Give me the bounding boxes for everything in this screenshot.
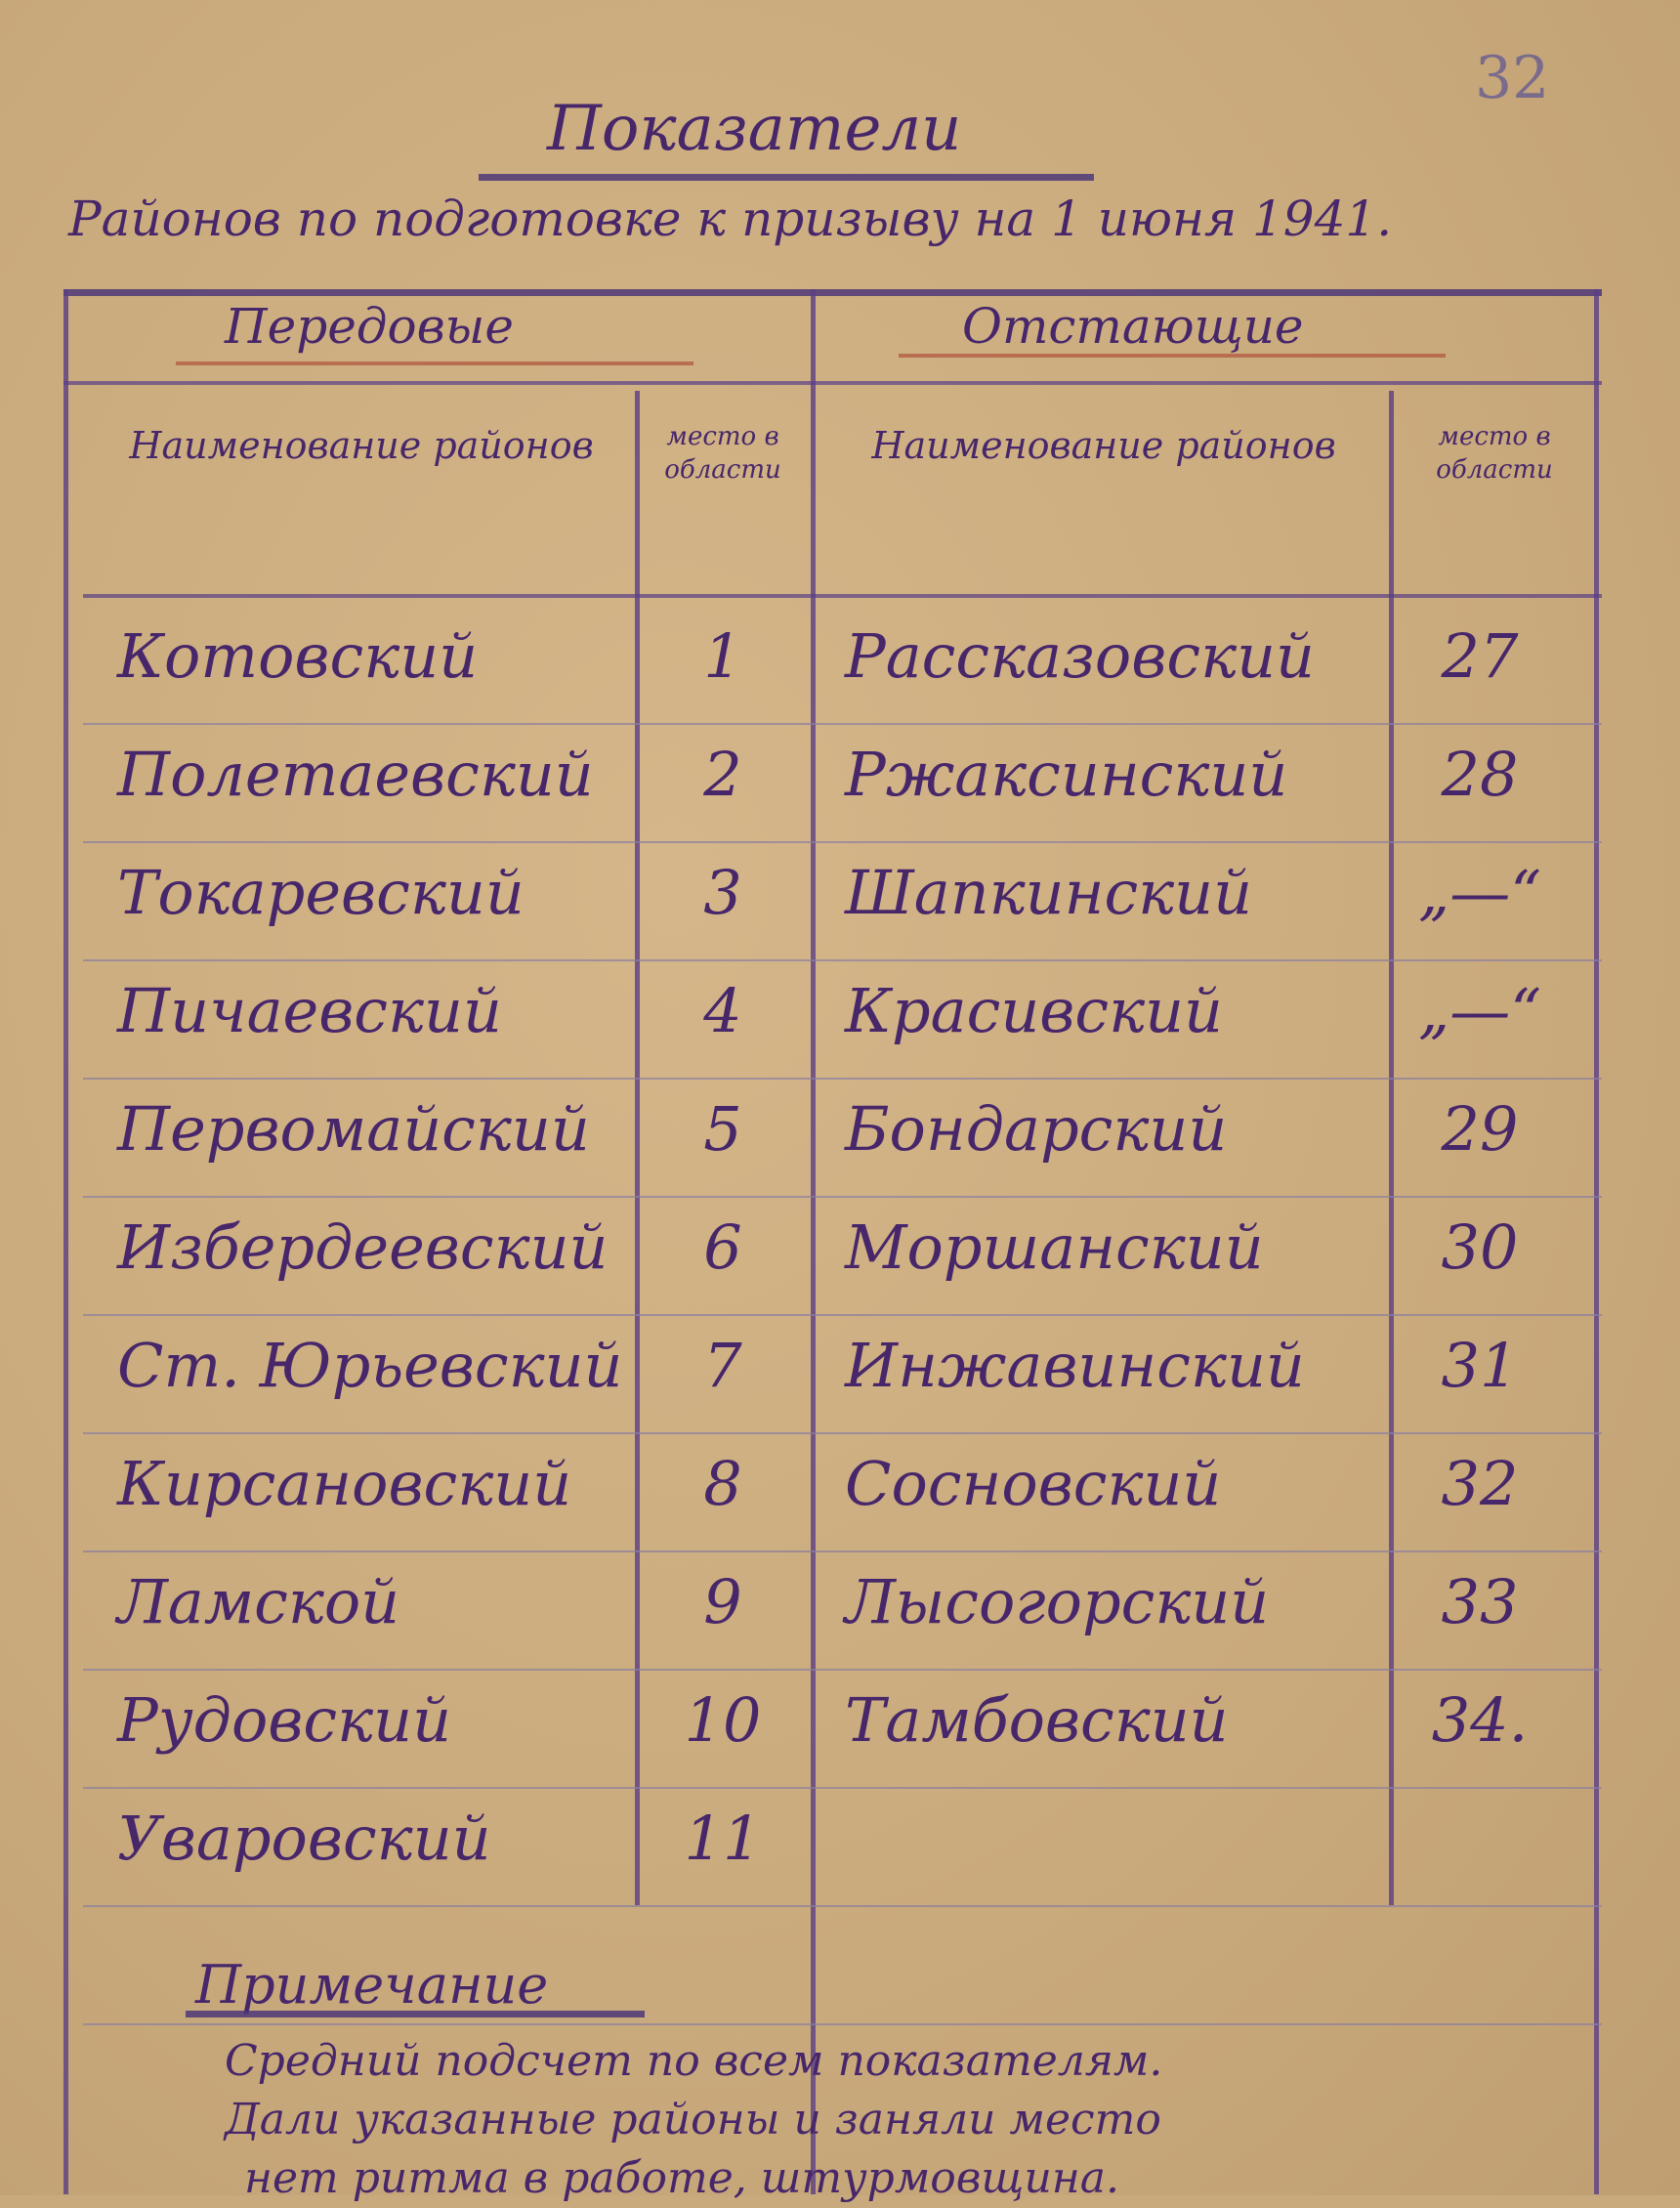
district-place: 5 [703, 1093, 742, 1165]
row-rule [83, 1550, 1602, 1552]
section-underline [899, 354, 1446, 358]
section-lagging: Отстающие [962, 298, 1304, 355]
right-border [1594, 289, 1599, 2194]
district-name: Красивский [845, 975, 1223, 1046]
district-name: Инжавинский [845, 1330, 1305, 1401]
column-header-place-right: место в области [1436, 422, 1553, 485]
district-name: Моршанский [845, 1211, 1264, 1283]
district-name: Рассказовский [845, 620, 1315, 692]
row-rule [83, 1787, 1602, 1789]
column-header-place-left: место в области [664, 422, 781, 485]
row-rule [83, 1669, 1602, 1671]
column-header-divider [83, 594, 1602, 598]
district-place: 28 [1441, 739, 1519, 810]
note-line: Средний подсчет по всем показателям. [225, 2036, 1163, 2086]
district-name: Сосновский [845, 1448, 1222, 1519]
district-name: Рудовский [117, 1684, 451, 1756]
district-place: 4 [703, 975, 742, 1046]
district-name: Пичаевский [117, 975, 502, 1046]
district-place: 29 [1441, 1093, 1519, 1165]
note-text: Средний подсчет по всем показателям. Дал… [225, 2032, 1162, 2208]
district-place: „—“ [1418, 975, 1541, 1046]
district-name: Уваровский [117, 1803, 491, 1874]
district-name: Избердеевский [117, 1211, 609, 1283]
district-place: 7 [703, 1330, 742, 1401]
note-underline [186, 2011, 645, 2017]
table-top-border [63, 289, 1602, 296]
district-place: 1 [703, 620, 742, 692]
row-rule [83, 841, 1602, 843]
district-name: Первомайский [117, 1093, 590, 1165]
district-place: 8 [703, 1448, 742, 1519]
district-place: 30 [1441, 1211, 1519, 1283]
row-rule [83, 1432, 1602, 1434]
district-place: 34. [1431, 1684, 1529, 1756]
district-name: Ламской [117, 1566, 400, 1637]
note-heading: Примечание [195, 1954, 549, 2016]
district-place: „—“ [1418, 857, 1541, 928]
left-place-column-line [635, 391, 640, 1905]
district-place: 32 [1441, 1448, 1519, 1519]
district-place: 3 [703, 857, 742, 928]
district-place: 27 [1441, 620, 1519, 692]
district-place: 9 [703, 1566, 742, 1637]
center-divider [811, 289, 816, 2194]
row-rule [83, 1314, 1602, 1316]
column-header-name-left: Наименование районов [129, 424, 594, 467]
page-number: 32 [1475, 44, 1550, 112]
district-place: 11 [684, 1803, 762, 1874]
district-name: Котовский [117, 620, 479, 692]
row-rule [83, 959, 1602, 961]
district-place: 31 [1441, 1330, 1519, 1401]
row-rule [83, 2023, 1602, 2025]
section-header-divider [63, 381, 1602, 385]
document-subtitle: Районов по подготовке к призыву на 1 июн… [68, 191, 1393, 247]
row-rule [83, 1078, 1602, 1080]
district-name: Бондарский [845, 1093, 1228, 1165]
row-rule [83, 723, 1602, 725]
district-name: Ржаксинский [845, 739, 1288, 810]
row-rule [83, 1905, 1602, 1907]
district-name: Полетаевский [117, 739, 594, 810]
note-line: Дали указанные районы и заняли место [225, 2095, 1161, 2144]
district-place: 10 [684, 1684, 762, 1756]
right-place-column-line [1389, 391, 1394, 1905]
district-name: Ст. Юрьевский [117, 1330, 623, 1401]
document-title: Показатели [547, 93, 962, 165]
district-name: Шапкинский [845, 857, 1253, 928]
title-underline [479, 174, 1094, 181]
district-name: Тамбовский [845, 1684, 1229, 1756]
column-header-name-right: Наименование районов [871, 424, 1336, 467]
district-place: 2 [703, 739, 742, 810]
left-border [63, 289, 68, 2194]
row-rule [83, 1196, 1602, 1198]
district-place: 6 [703, 1211, 742, 1283]
note-line: нет ритма в работе, штурмовщина. [244, 2153, 1119, 2203]
section-underline [176, 361, 693, 365]
district-name: Токаревский [117, 857, 525, 928]
district-name: Лысогорский [845, 1566, 1270, 1637]
district-name: Кирсановский [117, 1448, 572, 1519]
district-place: 33 [1441, 1566, 1519, 1637]
section-leading: Передовые [225, 298, 514, 355]
